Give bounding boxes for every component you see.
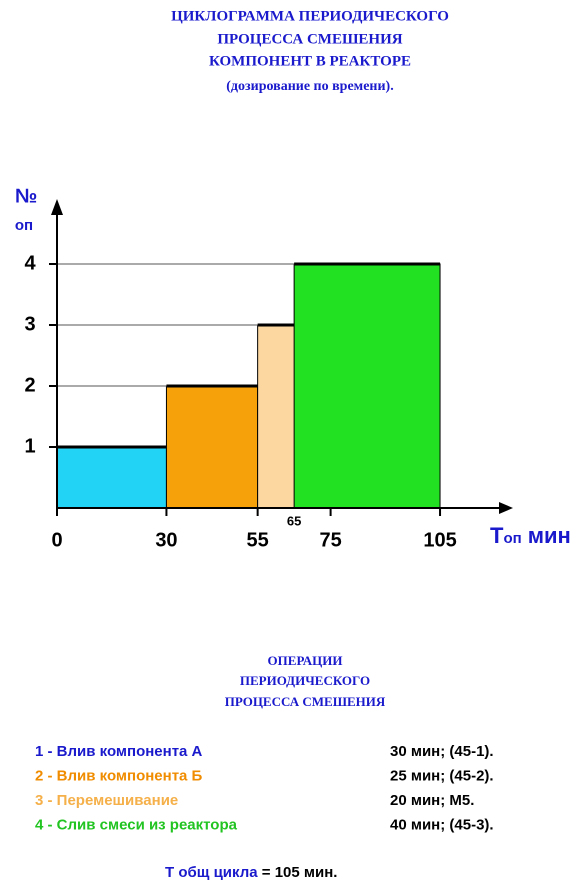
x-label: Топ мин — [490, 523, 571, 548]
ops-heading: ПРОЦЕССА СМЕШЕНИЯ — [225, 694, 386, 709]
y-tick-label: 3 — [24, 313, 35, 335]
bar — [165, 385, 259, 509]
title-line: КОМПОНЕНТ В РЕАКТОРЕ — [209, 53, 411, 69]
operation-info: 20 мин; М5. — [390, 792, 474, 809]
ops-heading: ОПЕРАЦИИ — [268, 653, 343, 668]
y-tick-label: 4 — [24, 252, 36, 274]
operation-info: 30 мин; (45-1). — [390, 743, 494, 760]
title-line: (дозирование по времени). — [226, 79, 393, 94]
operation-label: 1 - Влив компонента А — [35, 743, 203, 760]
y-label: № — [15, 185, 37, 207]
y-tick-label: 2 — [24, 374, 35, 396]
x-tick-label: 105 — [423, 529, 456, 551]
total: Т общ цикла = 105 мин. — [165, 864, 337, 881]
operation-label: 4 - Слив смеси из реактора — [35, 816, 238, 833]
chart: 1 2 3 4 0 30 55 75 105 65 — [24, 199, 513, 551]
minor-x-tick-label: 65 — [287, 513, 301, 528]
title-line: ПРОЦЕССА СМЕШЕНИЯ — [217, 31, 402, 47]
x-tick-label: 55 — [247, 529, 269, 551]
x-tick-label: 30 — [155, 529, 177, 551]
bar — [56, 446, 167, 509]
x-tick-label: 0 — [51, 529, 62, 551]
x-axis-arrow — [499, 502, 513, 514]
operation-label: 2 - Влив компонента Б — [35, 767, 203, 784]
x-tick-label: 75 — [319, 529, 341, 551]
title-line: ЦИКЛОГРАММА ПЕРИОДИЧЕСКОГО — [171, 8, 449, 24]
y-tick-label: 1 — [24, 435, 35, 457]
y-axis-arrow — [51, 199, 63, 215]
operation-label: 3 - Перемешивание — [35, 792, 178, 809]
operations-list: 1 - Влив компонента А 30 мин; (45-1). 2 - … — [35, 743, 494, 834]
operation-info: 25 мин; (45-2). — [390, 767, 494, 784]
bar — [293, 263, 441, 509]
operation-info: 40 мин; (45-3). — [390, 816, 494, 833]
y-label: оп — [15, 217, 33, 234]
ops-heading: ПЕРИОДИЧЕСКОГО — [240, 673, 370, 688]
